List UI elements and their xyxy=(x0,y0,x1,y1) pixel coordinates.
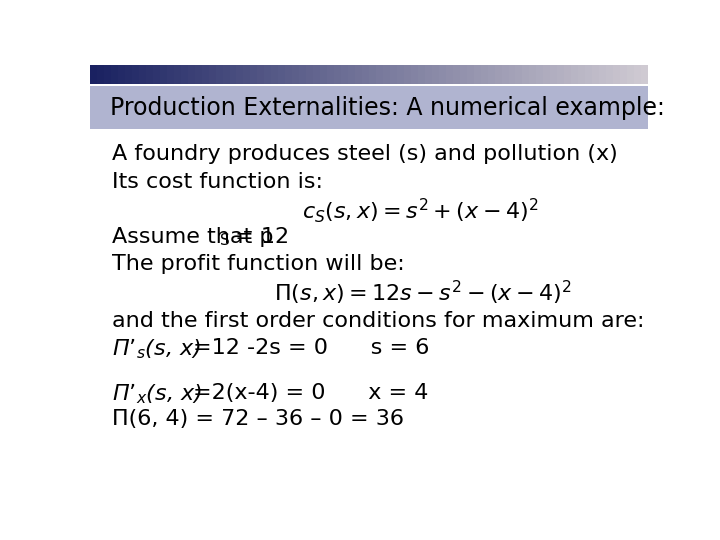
Bar xyxy=(90,65,97,84)
Bar xyxy=(404,65,411,84)
Bar xyxy=(627,65,634,84)
Bar xyxy=(369,65,376,84)
Bar xyxy=(508,65,516,84)
Text: Production Externalities: A numerical example:: Production Externalities: A numerical ex… xyxy=(109,96,665,120)
Bar xyxy=(481,65,487,84)
Text: Π’$_x$(s, x): Π’$_x$(s, x) xyxy=(112,381,202,406)
Bar xyxy=(292,65,300,84)
Bar xyxy=(571,65,578,84)
Text: A foundry produces steel (s) and pollution (x): A foundry produces steel (s) and polluti… xyxy=(112,144,618,164)
Bar xyxy=(376,65,383,84)
Bar xyxy=(474,65,481,84)
Bar xyxy=(557,65,564,84)
Bar xyxy=(145,65,153,84)
Bar xyxy=(459,65,467,84)
Bar xyxy=(523,65,529,84)
Text: Assume that p: Assume that p xyxy=(112,227,274,247)
Text: S: S xyxy=(220,233,230,248)
Bar xyxy=(529,65,536,84)
Bar xyxy=(300,65,306,84)
Bar xyxy=(181,65,188,84)
FancyBboxPatch shape xyxy=(90,85,648,129)
Bar xyxy=(599,65,606,84)
Text: =2(x-4) = 0      x = 4: =2(x-4) = 0 x = 4 xyxy=(193,383,428,403)
Text: =12 -2s = 0      s = 6: =12 -2s = 0 s = 6 xyxy=(193,339,430,359)
Bar xyxy=(222,65,230,84)
Bar xyxy=(334,65,341,84)
Bar xyxy=(390,65,397,84)
Bar xyxy=(432,65,438,84)
Bar xyxy=(271,65,279,84)
Bar xyxy=(251,65,258,84)
Bar xyxy=(446,65,453,84)
Bar xyxy=(613,65,620,84)
Bar xyxy=(550,65,557,84)
Bar xyxy=(258,65,264,84)
Bar xyxy=(487,65,495,84)
Bar xyxy=(438,65,446,84)
Bar xyxy=(411,65,418,84)
Bar xyxy=(641,65,648,84)
Bar xyxy=(104,65,111,84)
Bar xyxy=(139,65,145,84)
Bar xyxy=(327,65,334,84)
Bar xyxy=(285,65,292,84)
Bar xyxy=(209,65,215,84)
Bar xyxy=(160,65,167,84)
Bar xyxy=(362,65,369,84)
Bar xyxy=(397,65,404,84)
Text: The profit function will be:: The profit function will be: xyxy=(112,254,405,274)
Bar xyxy=(243,65,251,84)
Bar xyxy=(264,65,271,84)
Bar xyxy=(495,65,502,84)
Bar xyxy=(467,65,474,84)
Bar xyxy=(453,65,459,84)
Text: Π’$_s$(s, x): Π’$_s$(s, x) xyxy=(112,336,201,361)
Bar xyxy=(620,65,627,84)
Bar xyxy=(97,65,104,84)
Text: Its cost function is:: Its cost function is: xyxy=(112,172,323,192)
Bar xyxy=(153,65,160,84)
Bar xyxy=(215,65,222,84)
Bar xyxy=(174,65,181,84)
Bar xyxy=(585,65,592,84)
Bar xyxy=(544,65,550,84)
Bar xyxy=(341,65,348,84)
Bar xyxy=(320,65,327,84)
Bar xyxy=(202,65,209,84)
Bar xyxy=(132,65,139,84)
Bar xyxy=(502,65,508,84)
Bar xyxy=(111,65,118,84)
Bar xyxy=(313,65,320,84)
Bar xyxy=(418,65,425,84)
Text: Π(6, 4) = 72 – 36 – 0 = 36: Π(6, 4) = 72 – 36 – 0 = 36 xyxy=(112,409,405,429)
Bar xyxy=(425,65,432,84)
Bar xyxy=(188,65,194,84)
Bar xyxy=(593,65,599,84)
Bar xyxy=(194,65,202,84)
Text: = 12: = 12 xyxy=(228,227,289,247)
Bar xyxy=(606,65,613,84)
Text: $Π(s, x) = 12s - s^2 - (x - 4)^2$: $Π(s, x) = 12s - s^2 - (x - 4)^2$ xyxy=(274,279,572,307)
Bar xyxy=(236,65,243,84)
Bar xyxy=(306,65,313,84)
Bar xyxy=(230,65,236,84)
Bar xyxy=(564,65,571,84)
Bar xyxy=(383,65,390,84)
Bar xyxy=(634,65,641,84)
Bar xyxy=(167,65,174,84)
Bar xyxy=(536,65,544,84)
Bar xyxy=(348,65,355,84)
Bar xyxy=(355,65,362,84)
Bar xyxy=(118,65,125,84)
Bar xyxy=(125,65,132,84)
Bar xyxy=(516,65,523,84)
Bar xyxy=(279,65,285,84)
Text: $c_S(s,x) = s^2 + (x - 4)^2$: $c_S(s,x) = s^2 + (x - 4)^2$ xyxy=(302,196,539,225)
Bar xyxy=(578,65,585,84)
Text: and the first order conditions for maximum are:: and the first order conditions for maxim… xyxy=(112,310,645,330)
